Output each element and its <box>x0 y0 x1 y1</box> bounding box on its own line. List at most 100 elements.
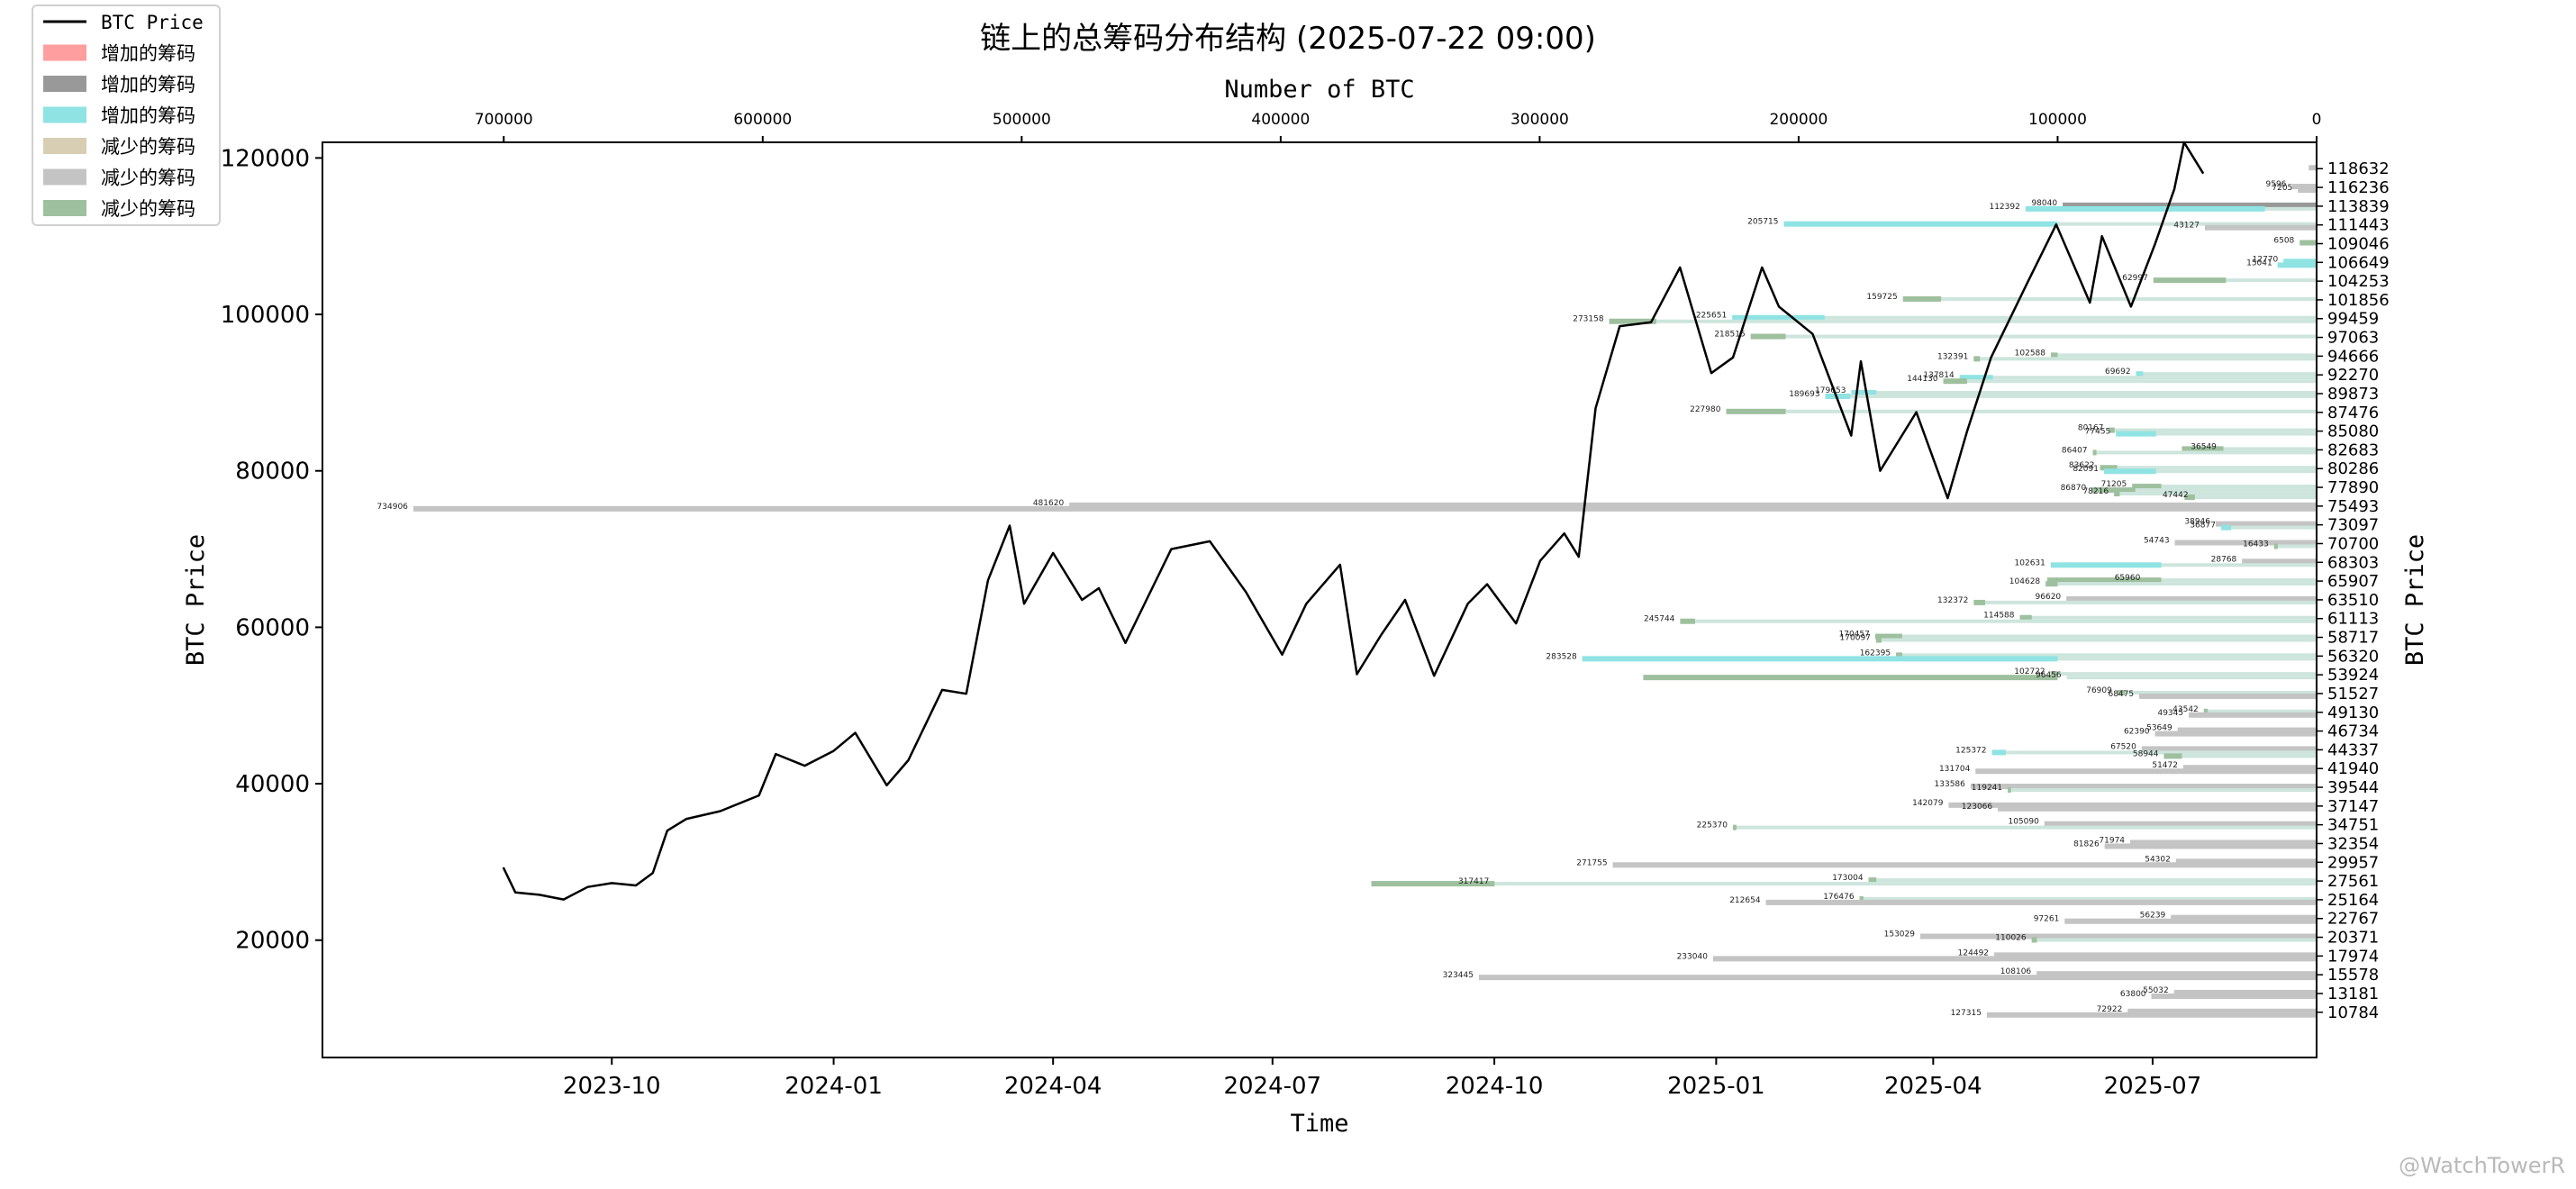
chip-change-bar <box>2299 240 2317 246</box>
chip-bar <box>2273 544 2317 549</box>
chip-change-bar <box>2019 614 2032 621</box>
top-x-tick-label: 600000 <box>733 111 792 129</box>
chip-change-bar <box>1859 895 1864 902</box>
chip-change-bar <box>2183 765 2317 771</box>
x-tick-label: 2025-01 <box>1667 1073 1765 1100</box>
chip-bar <box>2100 466 2317 470</box>
chip-change-bar <box>1959 375 1993 381</box>
chip-change-bar <box>1875 637 1882 643</box>
chip-change-bar <box>1371 881 1495 887</box>
legend-patch-swatch <box>43 168 86 186</box>
chip-label: 54302 <box>2145 855 2171 864</box>
y-tick-label: 40000 <box>235 771 310 798</box>
chip-change-bar <box>1712 956 2317 962</box>
chip-bar <box>2114 492 2317 496</box>
chip-bar <box>1943 379 2317 384</box>
chip-bar <box>2103 469 2317 474</box>
chip-bar <box>1875 638 2317 642</box>
chip-bar <box>1991 750 2317 755</box>
right-tick-label: 41940 <box>2327 759 2379 778</box>
chip-change-bar <box>1973 356 1981 362</box>
right-tick-label: 106649 <box>2327 253 2390 272</box>
chip-bar <box>1859 896 2317 901</box>
legend-label: 减少的筹码 <box>101 198 195 220</box>
right-tick-label: 44337 <box>2327 740 2379 759</box>
right-tick-label: 92270 <box>2327 366 2379 385</box>
chart-title: 链上的总筹码分布结构 (2025-07-22 09:00) <box>980 21 1596 57</box>
legend-label: BTC Price <box>101 12 204 33</box>
chip-label: 53649 <box>2146 724 2172 733</box>
right-tick-label: 37147 <box>2327 797 2379 816</box>
chip-label: 86407 <box>2062 446 2088 455</box>
chip-change-bar <box>1975 768 2317 775</box>
chip-label: 7205 <box>2272 184 2292 193</box>
x-tick-label: 2024-10 <box>1446 1073 1544 1100</box>
chip-change-bar <box>1582 656 2058 662</box>
chip-label: 734906 <box>377 503 409 512</box>
chip-label: 108106 <box>2000 967 2032 976</box>
chip-label: 170097 <box>1840 634 1871 643</box>
chip-bar <box>1896 653 2317 658</box>
right-tick-label: 113839 <box>2327 197 2390 216</box>
chip-label: 189693 <box>1789 390 1819 399</box>
right-tick-label: 65907 <box>2327 572 2379 591</box>
chip-label: 133586 <box>1935 780 1966 789</box>
right-tick-label: 63510 <box>2327 591 2379 610</box>
chip-label: 104628 <box>2009 577 2041 586</box>
chip-bar <box>1726 409 2317 413</box>
right-tick-label: 70700 <box>2327 534 2379 553</box>
chip-label: 132372 <box>1937 596 1968 605</box>
right-tick-label: 87476 <box>2327 404 2379 422</box>
chip-change-bar <box>2025 205 2265 212</box>
chip-label: 137814 <box>1923 371 1955 380</box>
top-x-tick-label: 700000 <box>475 111 533 129</box>
right-tick-label: 32354 <box>2327 834 2379 853</box>
chip-bar <box>2066 676 2317 680</box>
chip-label: 123066 <box>1962 803 1993 812</box>
legend-patch-swatch <box>43 106 86 123</box>
right-tick-label: 111443 <box>2327 216 2390 235</box>
chip-label: 114588 <box>1983 612 2015 621</box>
chip-label: 28768 <box>2211 555 2237 564</box>
right-tick-label: 13181 <box>2327 985 2379 1003</box>
chip-change-bar <box>2181 446 2224 452</box>
chip-label: 62390 <box>2124 728 2150 737</box>
chip-bar <box>2051 353 2317 358</box>
chip-change-bar <box>2064 918 2317 924</box>
chip-change-bar <box>2063 202 2317 208</box>
chip-label: 212654 <box>1729 896 1761 905</box>
x-tick-label: 2024-04 <box>1004 1073 1102 1100</box>
chip-change-bar <box>2171 914 2317 921</box>
chip-label: 69692 <box>2105 368 2131 377</box>
chip-bar <box>1494 882 2317 886</box>
legend-patch-swatch <box>43 200 86 216</box>
chip-change-bar <box>1970 784 2317 790</box>
chip-bar <box>1874 634 2317 639</box>
chip-label: 132391 <box>1937 352 1968 361</box>
y-axis-label: BTC Price <box>182 534 210 666</box>
right-tick-label: 99459 <box>2327 310 2379 329</box>
right-tick-label: 94666 <box>2327 347 2379 366</box>
chip-label: 71205 <box>2101 480 2127 489</box>
chip-label: 12770 <box>2253 255 2279 264</box>
chip-change-bar <box>2204 224 2317 231</box>
chip-bar <box>2045 582 2317 586</box>
chip-change-bar <box>1943 378 1967 385</box>
chip-change-bar <box>2163 753 2182 759</box>
chip-change-bar <box>1991 749 2006 756</box>
chip-bar <box>2153 278 2317 283</box>
chip-label: 233040 <box>1677 952 1709 961</box>
top-x-axis-label: Number of BTC <box>1224 76 1414 104</box>
y-tick-label: 20000 <box>235 928 310 955</box>
right-tick-label: 85080 <box>2327 422 2379 441</box>
chip-label: 127315 <box>1951 1009 1982 1018</box>
legend-label: 增加的筹码 <box>101 105 195 127</box>
chip-label: 179653 <box>1815 386 1846 395</box>
chip-bar <box>1902 296 2317 301</box>
right-tick-label: 15578 <box>2327 966 2379 985</box>
chip-bar <box>1868 878 2317 883</box>
chip-change-bar <box>2114 491 2120 497</box>
top-x-tick-label: 500000 <box>993 111 1051 129</box>
